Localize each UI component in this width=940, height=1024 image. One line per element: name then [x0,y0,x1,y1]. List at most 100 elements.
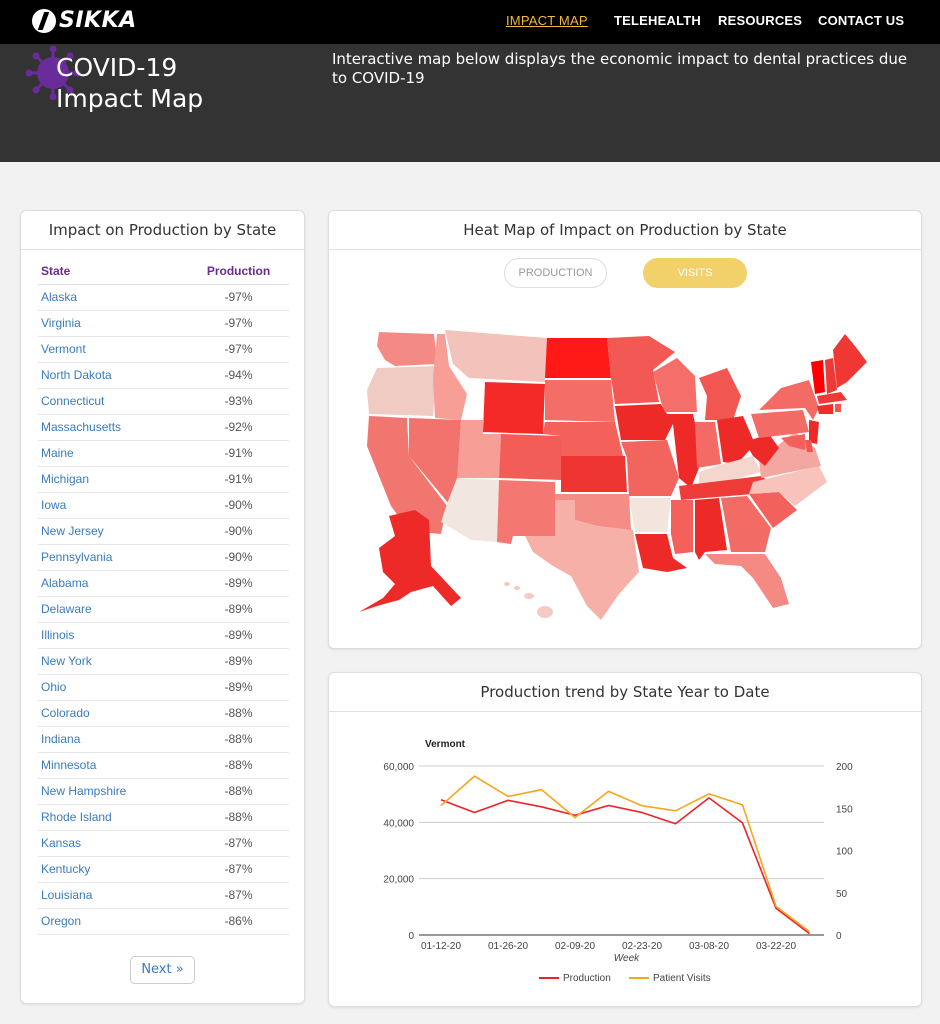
table-row[interactable]: Oregon -86% [38,909,289,935]
state-name-link[interactable]: Kansas [41,836,82,850]
table-row[interactable]: Minnesota -88% [38,753,289,779]
state-north-carolina[interactable] [749,466,827,506]
state-maryland[interactable] [781,434,805,450]
state-illinois[interactable] [665,414,703,488]
state-rhode-island[interactable] [835,404,841,412]
state-louisiana[interactable] [635,534,687,572]
state-mississippi[interactable] [671,500,693,554]
column-header-state[interactable]: State [41,264,71,278]
state-name-link[interactable]: Vermont [41,342,86,356]
state-vermont[interactable] [811,360,825,394]
state-name-link[interactable]: New Jersey [41,524,104,538]
state-name-link[interactable]: Pennsylvania [41,550,113,564]
state-georgia[interactable] [721,496,771,552]
state-name-link[interactable]: Oregon [41,914,82,928]
next-page-button[interactable]: Next » [130,956,195,984]
state-name-link[interactable]: Maine [41,446,74,460]
table-row[interactable]: New York -89% [38,649,289,675]
state-california[interactable] [367,416,447,534]
table-row[interactable]: Alabama -89% [38,571,289,597]
state-connecticut[interactable] [817,404,833,414]
us-heat-map[interactable] [349,316,869,626]
state-massachusetts[interactable] [817,392,847,404]
column-header-production[interactable]: Production [206,264,271,278]
table-row[interactable]: Massachusetts -92% [38,415,289,441]
table-row[interactable]: Virginia -97% [38,311,289,337]
state-south-dakota[interactable] [545,380,615,422]
state-north-dakota[interactable] [545,338,611,378]
nav-resources[interactable]: RESOURCES [718,13,803,28]
table-row[interactable]: New Hampshire -88% [38,779,289,805]
table-row[interactable]: Louisiana -87% [38,883,289,909]
state-name-link[interactable]: Virginia [41,316,81,330]
state-name-link[interactable]: Minnesota [41,758,97,772]
state-michigan[interactable] [699,368,741,420]
state-arizona[interactable] [441,478,499,542]
nav-telehealth[interactable]: TELEHEALTH [614,13,701,28]
table-row[interactable]: Delaware -89% [38,597,289,623]
state-iowa[interactable] [615,404,673,440]
state-name-link[interactable]: North Dakota [41,368,112,382]
state-name-link[interactable]: Alaska [41,290,78,304]
state-arkansas[interactable] [629,498,671,532]
table-row[interactable]: Kentucky -87% [38,857,289,883]
table-row[interactable]: Rhode Island -88% [38,805,289,831]
state-name-link[interactable]: Indiana [41,732,81,746]
state-name-link[interactable]: Delaware [41,602,92,616]
table-row[interactable]: Ohio -89% [38,675,289,701]
production-toggle-button[interactable]: PRODUCTION [504,258,607,288]
state-indiana[interactable] [695,422,721,468]
nav-impact-map[interactable]: IMPACT MAP [506,13,588,28]
state-name-link[interactable]: Massachusetts [41,420,122,434]
table-row[interactable]: Illinois -89% [38,623,289,649]
table-row[interactable]: North Dakota -94% [38,363,289,389]
state-kentucky[interactable] [699,456,761,486]
state-kansas[interactable] [561,456,627,492]
table-row[interactable]: Indiana -88% [38,727,289,753]
state-name-link[interactable]: Colorado [41,706,90,720]
table-row[interactable]: Iowa -90% [38,493,289,519]
state-hawaii[interactable] [504,582,553,618]
table-row[interactable]: Vermont -97% [38,337,289,363]
state-florida[interactable] [705,554,789,608]
state-virginia[interactable] [759,432,821,478]
table-row[interactable]: Colorado -88% [38,701,289,727]
state-nebraska[interactable] [543,422,623,456]
state-name-link[interactable]: New York [41,654,92,668]
state-maine[interactable] [833,334,867,388]
table-row[interactable]: Alaska -97% [38,285,289,311]
table-row[interactable]: Maine -91% [38,441,289,467]
state-alaska[interactable] [359,510,461,612]
state-new-mexico[interactable] [497,480,555,544]
state-wisconsin[interactable] [653,358,697,412]
state-name-link[interactable]: New Hampshire [41,784,127,798]
sikka-logo[interactable]: SIKKA [32,8,137,33]
state-minnesota[interactable] [607,336,675,404]
state-idaho[interactable] [433,334,467,420]
state-new-jersey[interactable] [809,420,819,444]
state-name-link[interactable]: Kentucky [41,862,91,876]
state-pennsylvania[interactable] [751,410,809,438]
state-new-hampshire[interactable] [825,358,837,394]
state-new-york[interactable] [759,380,819,420]
production-trend-chart[interactable]: Vermont 0 20,000 40,000 60,000 0 50 100 150 200 01… [329,713,923,1003]
state-utah[interactable] [457,420,501,478]
table-row[interactable]: Michigan -91% [38,467,289,493]
state-name-link[interactable]: Rhode Island [41,810,112,824]
state-name-link[interactable]: Ohio [41,680,67,694]
state-oregon[interactable] [367,366,437,416]
state-name-link[interactable]: Alabama [41,576,89,590]
state-delaware[interactable] [805,440,813,452]
state-texas[interactable] [525,500,639,620]
state-alabama[interactable] [695,498,727,560]
table-row[interactable]: Pennsylvania -90% [38,545,289,571]
state-name-link[interactable]: Iowa [41,498,67,512]
state-ohio[interactable] [717,416,755,464]
state-name-link[interactable]: Michigan [41,472,90,486]
table-row[interactable]: New Jersey -90% [38,519,289,545]
state-name-link[interactable]: Connecticut [41,394,105,408]
state-washington[interactable] [377,332,437,366]
state-montana[interactable] [445,330,547,382]
state-missouri[interactable] [621,440,679,496]
state-wyoming[interactable] [483,382,545,434]
